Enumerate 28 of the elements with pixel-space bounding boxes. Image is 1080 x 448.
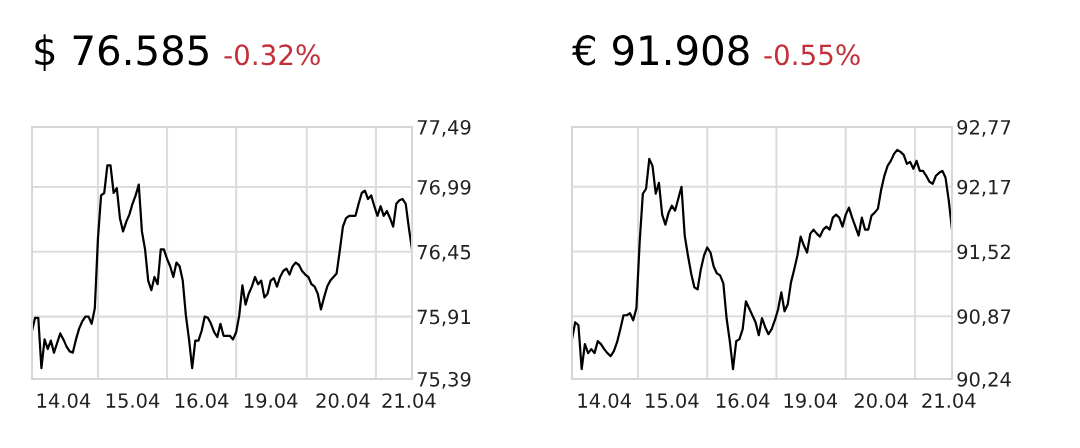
y-tick-label: 76,99 (417, 179, 471, 197)
y-tick-label: 90,87 (957, 309, 1011, 326)
x-tick-label: 15.04 (106, 393, 160, 408)
chart-subtitle: -0.55% (764, 44, 860, 66)
x-tick-label: 19.04 (784, 393, 838, 408)
y-tick-label: 92,77 (957, 119, 1011, 137)
x-tick-label: 21.04 (922, 393, 976, 408)
x-tick-label: 15.04 (646, 393, 699, 408)
chart-title: € 91.908 (572, 35, 749, 66)
line-series (32, 164, 412, 370)
x-tick-label: 20.04 (854, 393, 908, 408)
y-tick-label: 75,91 (417, 309, 471, 327)
line-series (572, 148, 952, 371)
x-tick-label: 20.04 (316, 393, 370, 408)
y-tick-label: 92,17 (957, 179, 1011, 197)
x-tick-label: 21.04 (382, 393, 436, 408)
y-tick-label: 77,49 (417, 119, 471, 137)
x-tick-label: 16.04 (175, 393, 229, 408)
y-tick-label: 91,52 (957, 244, 1010, 262)
y-tick-label: 90,24 (957, 371, 1011, 389)
y-tick-label: 76,45 (417, 244, 471, 262)
chart-subtitle: -0.32% (224, 44, 320, 66)
x-tick-label: 14.04 (578, 393, 631, 408)
x-tick-label: 19.04 (244, 393, 298, 408)
y-tick-label: 75,39 (417, 371, 471, 389)
chart-title: $ 76.585 (35, 34, 208, 71)
x-tick-label: 16.04 (716, 393, 770, 408)
x-tick-label: 14.04 (37, 393, 91, 408)
